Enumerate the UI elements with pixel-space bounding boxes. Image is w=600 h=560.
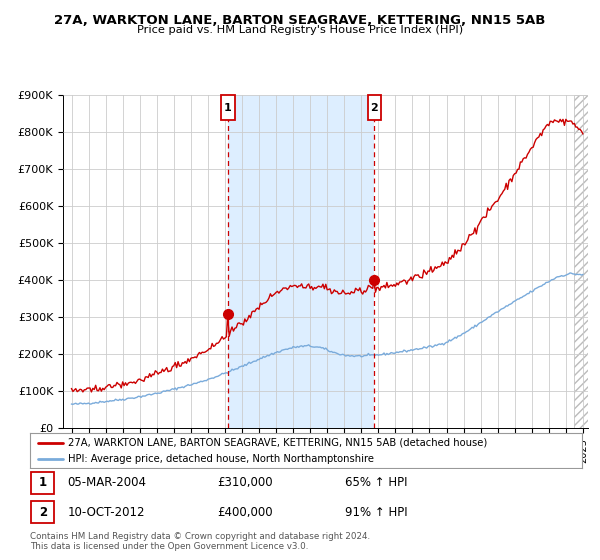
FancyBboxPatch shape	[31, 501, 54, 523]
Text: 2: 2	[38, 506, 47, 519]
Text: 1: 1	[38, 476, 47, 489]
Text: 27A, WARKTON LANE, BARTON SEAGRAVE, KETTERING, NN15 5AB (detached house): 27A, WARKTON LANE, BARTON SEAGRAVE, KETT…	[68, 437, 487, 447]
Text: £400,000: £400,000	[218, 506, 274, 519]
Text: 91% ↑ HPI: 91% ↑ HPI	[344, 506, 407, 519]
Text: Price paid vs. HM Land Registry's House Price Index (HPI): Price paid vs. HM Land Registry's House …	[137, 25, 463, 35]
FancyBboxPatch shape	[221, 95, 235, 120]
Text: HPI: Average price, detached house, North Northamptonshire: HPI: Average price, detached house, Nort…	[68, 454, 374, 464]
Text: £310,000: £310,000	[218, 476, 274, 489]
Text: Contains HM Land Registry data © Crown copyright and database right 2024.
This d: Contains HM Land Registry data © Crown c…	[30, 532, 370, 552]
Bar	[228, 95, 374, 428]
Text: 10-OCT-2012: 10-OCT-2012	[68, 506, 145, 519]
FancyBboxPatch shape	[368, 95, 381, 120]
FancyBboxPatch shape	[31, 472, 54, 493]
Bar	[574, 95, 600, 428]
Text: 65% ↑ HPI: 65% ↑ HPI	[344, 476, 407, 489]
Text: 27A, WARKTON LANE, BARTON SEAGRAVE, KETTERING, NN15 5AB: 27A, WARKTON LANE, BARTON SEAGRAVE, KETT…	[55, 14, 545, 27]
Text: 1: 1	[224, 102, 232, 113]
Text: 05-MAR-2004: 05-MAR-2004	[68, 476, 146, 489]
Text: 2: 2	[371, 102, 378, 113]
